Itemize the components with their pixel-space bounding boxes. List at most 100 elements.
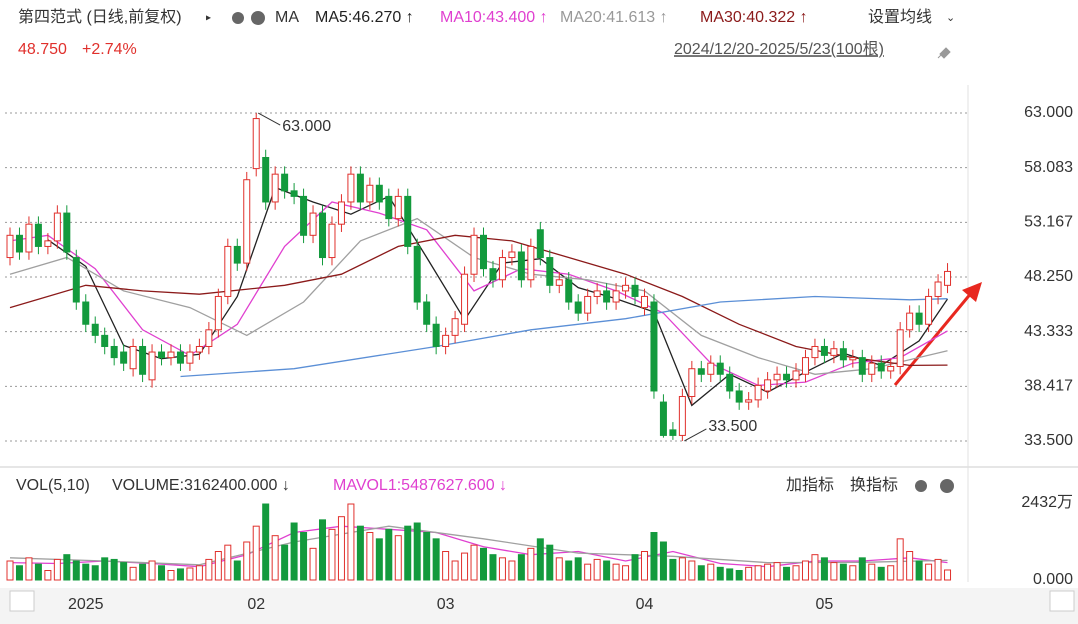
volume-bar [659,541,667,581]
volume-bar [214,551,222,581]
candle-body [300,195,308,236]
ma-legend: MA10:43.400 ↑ [440,9,548,26]
candle-body [925,295,933,325]
volume-bar [385,528,393,581]
volume-bar [887,565,895,581]
switch-indicator[interactable]: 换指标 [850,476,898,494]
volume-bar [716,566,724,581]
volume-bar [205,558,213,581]
volume-bar [34,563,42,581]
volume-bar [15,565,23,581]
scroll-left[interactable] [9,590,35,612]
volume-bar [830,562,838,581]
candle-body [461,273,469,325]
volume-bar [233,560,241,581]
candle-body [896,329,904,367]
volume-bar [697,565,705,581]
vol-settings-icon[interactable] [915,480,927,492]
volume-bar [688,560,696,581]
candle-body [167,351,175,359]
candle-body [877,362,885,372]
candle-body [603,290,611,303]
y-tick-label: 38.417 [1024,378,1073,395]
price-change: +2.74% [82,41,137,58]
volume-bar [858,557,866,581]
y-tick-label: 0.000 [1033,571,1073,588]
volume-bar [110,558,118,581]
last-price: 48.750 [18,41,67,58]
expand-icon[interactable]: ▸ [206,13,211,24]
ma-legend: MA30:40.322 ↑ [700,9,808,26]
volume-bar [120,562,128,581]
volume-bar [337,516,345,581]
candle-body [366,184,374,203]
volume-bar [925,563,933,581]
annotation-label: 63.000 [282,118,331,135]
candle-body [252,118,260,170]
volume-bar [271,535,279,581]
candle-body [148,351,156,381]
candle-body [214,295,222,331]
volume-bar [508,560,516,581]
moving-average-line [180,295,948,378]
candle-body [773,373,781,381]
candle-body [337,201,345,225]
volume-bar [574,557,582,581]
candle-body [281,173,289,192]
candle-body [792,370,800,381]
candle-body [631,284,639,297]
volume-bar [612,563,620,581]
volume-bar [527,547,535,581]
ma-settings[interactable]: 设置均线 [868,8,932,26]
candle-body [574,301,582,314]
volume-bar [432,538,440,581]
volume-bar [622,565,630,581]
candle-body [650,301,658,392]
vol-close-icon[interactable] [940,479,954,493]
volume-bar [139,563,147,581]
volume-bar [934,558,942,581]
volume-bar [195,565,203,581]
volume-bar [375,538,383,581]
scroll-right[interactable] [1049,590,1075,612]
candle-body [25,223,33,253]
ma-legend: MA [275,9,299,26]
time-axis-bar [0,588,1078,624]
candle-body [347,173,355,203]
volume-bar [158,565,166,581]
y-tick-label: 63.000 [1024,104,1073,121]
volume-bar [669,558,677,581]
date-range[interactable]: 2024/12/20-2025/5/23(100根) [674,40,884,58]
volume-bar [906,551,914,581]
volume-bar [243,541,251,581]
dropdown-icon[interactable]: ⌄ [946,12,955,24]
candle-body [593,290,601,297]
add-indicator[interactable]: 加指标 [786,476,834,494]
volume-bar [309,547,317,581]
pin-icon[interactable] [937,47,951,59]
candle-body [858,357,866,375]
volume-bar [423,532,431,581]
volume-bar [470,544,478,581]
volume-bar [593,558,601,581]
volume-bar [347,503,355,581]
candle-body [53,212,61,242]
candle-body [129,345,137,370]
x-tick-label: 05 [816,596,834,613]
candle-body [944,270,952,286]
volume-bar [451,560,459,581]
volume-bar [498,557,506,581]
volume-bar [82,563,90,581]
volume-bar [252,525,260,581]
volume-bar [603,560,611,581]
candle-body [63,212,71,253]
volume-bar [319,519,327,581]
candle-body [101,334,109,347]
candle-body [243,179,251,264]
candle-body [423,301,431,325]
volume-bar [224,544,232,581]
settings-icon[interactable] [232,12,244,24]
volume-bar [442,551,450,581]
close-icon[interactable] [251,11,265,25]
